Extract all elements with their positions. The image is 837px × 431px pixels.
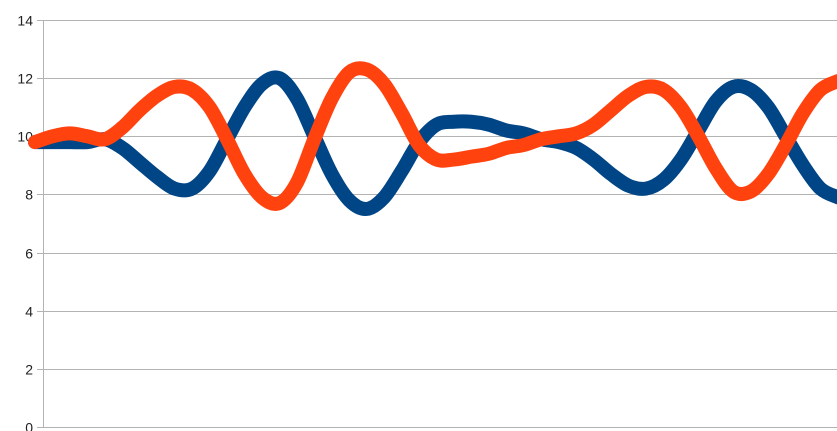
y-tick-label: 14 [17, 13, 33, 29]
y-tick-label: 8 [25, 187, 33, 203]
y-tick-label: 2 [25, 362, 33, 378]
series-line-1 [28, 70, 837, 216]
y-tick-label: 0 [25, 420, 33, 431]
series-line-2 [28, 61, 837, 211]
grid-layer [37, 20, 837, 428]
y-tick-label: 6 [25, 246, 33, 262]
series-layer [28, 61, 837, 216]
y-tick-label: 4 [25, 304, 33, 320]
y-tick-label: 12 [17, 71, 33, 87]
